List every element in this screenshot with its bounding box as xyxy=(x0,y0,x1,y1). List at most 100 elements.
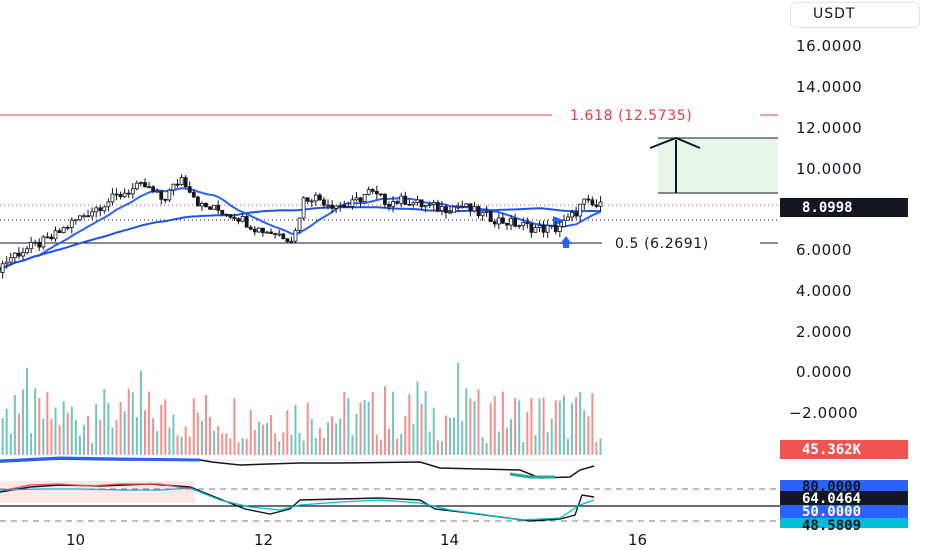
candle-body xyxy=(350,199,355,207)
candle xyxy=(212,204,217,210)
candle xyxy=(293,227,298,244)
volume-bar xyxy=(188,436,191,455)
candle-body xyxy=(496,217,501,225)
candle xyxy=(8,252,13,265)
indicator-1-green-segment xyxy=(509,472,555,479)
candle-body xyxy=(57,230,62,234)
candle-body xyxy=(383,193,387,205)
ma-slow-line xyxy=(0,206,601,271)
candle-body xyxy=(590,199,595,206)
volume-bar xyxy=(78,435,81,455)
volume-bar xyxy=(587,416,590,455)
overbought-zone xyxy=(0,481,195,503)
volume-bar xyxy=(1,418,4,455)
candle xyxy=(553,220,558,235)
target-arrow-head xyxy=(649,136,701,149)
volume-bar xyxy=(322,437,325,455)
volume-bar xyxy=(294,404,297,455)
volume-bar xyxy=(176,435,179,455)
candle xyxy=(4,256,9,269)
volume-bar xyxy=(95,404,98,455)
candle-body xyxy=(78,215,82,221)
candle-body xyxy=(509,218,513,226)
ma-fast-line xyxy=(0,187,601,271)
candle xyxy=(29,236,34,254)
candle-body xyxy=(464,203,469,207)
candle xyxy=(529,222,534,238)
candle xyxy=(244,214,249,228)
x-tick-12: 12 xyxy=(254,531,273,549)
candle-body xyxy=(533,227,538,233)
osc-value: 64.0464 xyxy=(802,491,861,507)
candle-body xyxy=(545,225,550,233)
candle xyxy=(98,205,103,217)
candle xyxy=(163,198,168,204)
candle xyxy=(439,200,444,216)
volume-bar xyxy=(156,431,159,455)
candle xyxy=(155,188,160,193)
candle-body xyxy=(562,219,566,227)
volume-bar xyxy=(266,422,269,455)
candle xyxy=(419,199,424,210)
candle-body xyxy=(273,233,278,235)
candle-body xyxy=(261,227,265,234)
target-box xyxy=(658,138,778,193)
candle xyxy=(354,192,359,202)
candle xyxy=(134,180,139,191)
volume-bar xyxy=(26,367,29,455)
volume-bar xyxy=(416,381,419,455)
candle-body xyxy=(159,190,164,200)
candle xyxy=(346,201,351,208)
candle xyxy=(317,192,322,201)
currency-selector[interactable]: USDT xyxy=(790,2,920,28)
candle-body xyxy=(395,201,400,204)
candle-body xyxy=(126,192,131,195)
candle xyxy=(0,260,5,279)
volume-bar xyxy=(579,391,582,455)
candle xyxy=(61,226,66,234)
candle xyxy=(187,181,192,194)
osc-signal-value: 48.5809 xyxy=(802,518,861,534)
candle-body xyxy=(582,198,587,205)
candle-body xyxy=(326,204,330,207)
candle-body xyxy=(82,215,86,218)
candle xyxy=(415,195,420,206)
volume-badge xyxy=(780,440,908,459)
candle xyxy=(65,225,70,231)
candle-body xyxy=(171,183,176,191)
volume-bar xyxy=(404,415,407,455)
volume-bar xyxy=(274,433,277,455)
volume-bar xyxy=(538,398,541,455)
candle xyxy=(252,226,257,236)
candle-body xyxy=(248,226,253,230)
candle-body xyxy=(33,241,38,244)
volume-bar xyxy=(432,407,435,455)
volume-bar xyxy=(87,415,90,455)
candle-body xyxy=(281,233,286,240)
volume-bar xyxy=(9,433,12,455)
volume-bar xyxy=(282,432,285,455)
y-tick-10: 10.0000 xyxy=(796,160,862,178)
volume-bar xyxy=(204,394,207,455)
volume-bar xyxy=(180,436,183,455)
candle xyxy=(232,213,237,221)
candle-body xyxy=(65,226,70,229)
indicator-1-line xyxy=(0,458,595,479)
volume-bar xyxy=(428,431,431,455)
candle xyxy=(86,209,90,218)
volume-bar xyxy=(347,398,350,455)
y-tick-4: 4.0000 xyxy=(796,282,852,300)
volume-bar xyxy=(143,410,146,455)
candle-body xyxy=(90,211,95,217)
candle xyxy=(82,213,86,219)
candle-body xyxy=(228,214,233,218)
candle xyxy=(562,214,566,227)
candle xyxy=(297,217,302,234)
volume-bar xyxy=(257,421,260,455)
candle-body xyxy=(61,226,66,234)
candle-body xyxy=(358,197,363,203)
candle xyxy=(73,219,78,225)
candle-body xyxy=(289,240,294,243)
volume-bar xyxy=(148,391,151,455)
